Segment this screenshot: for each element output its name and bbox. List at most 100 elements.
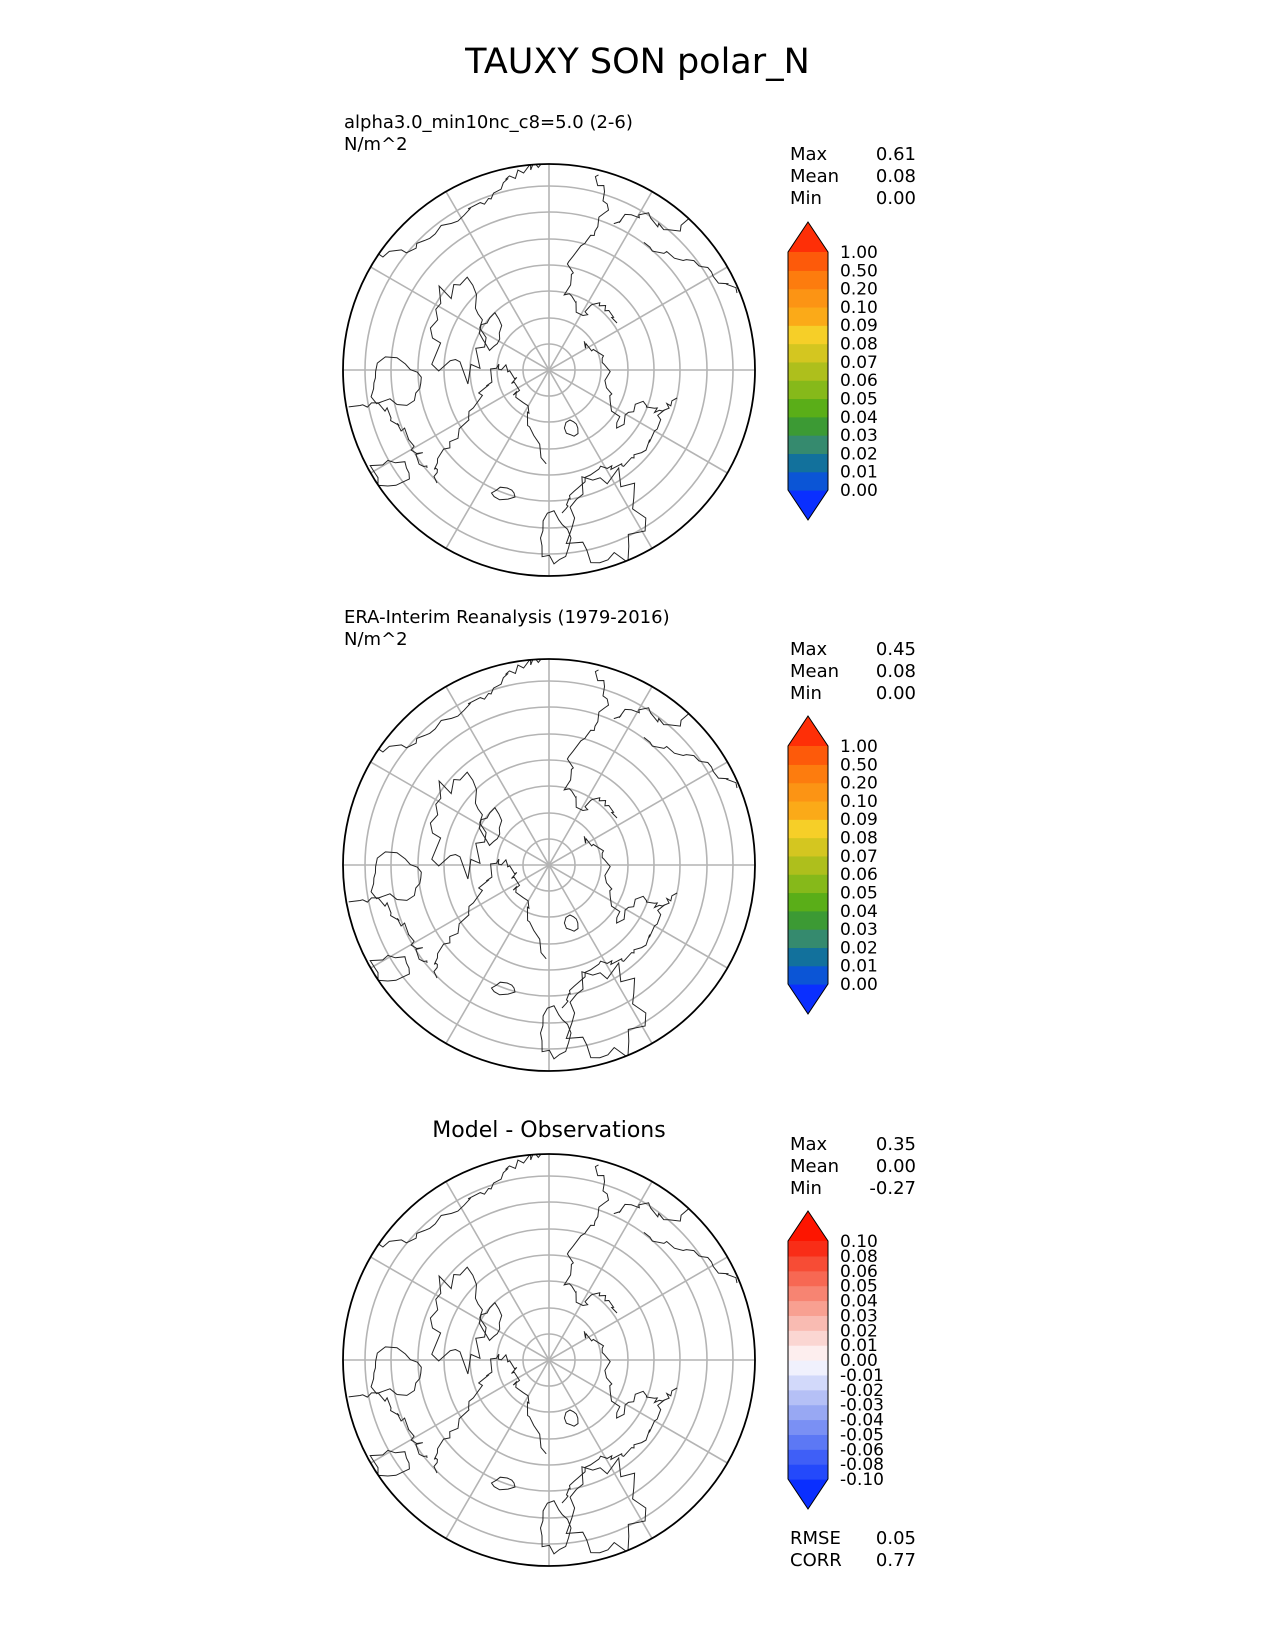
colorbar-tick-label: 0.07 xyxy=(840,353,878,373)
panel-1-colorbar: 0.000.010.020.030.040.050.060.070.080.09… xyxy=(787,221,878,521)
colorbar-outline xyxy=(787,715,829,1015)
panel-3-stat-value-mean: 0.00 xyxy=(875,1156,916,1177)
colorbar-tick-label: -0.03 xyxy=(840,1396,884,1416)
coastline-5 xyxy=(583,341,678,429)
colorbar-tick-label: 0.09 xyxy=(840,316,878,336)
colorbar-tick-label: 1.00 xyxy=(840,243,878,263)
coastline-8 xyxy=(539,1500,572,1555)
colorbar-segment-4 xyxy=(788,1419,828,1435)
map-boundary xyxy=(342,658,756,1072)
panel-1-stat-value-max: 0.61 xyxy=(875,144,916,165)
coastline-16 xyxy=(369,459,410,487)
panel-3-metric-value-corr: 0.77 xyxy=(875,1550,916,1571)
panel-2-colorbar: 0.000.010.020.030.040.050.060.070.080.09… xyxy=(787,715,878,1015)
colorbar-tick-label: 0.02 xyxy=(840,938,878,958)
coastline-7 xyxy=(565,961,647,1059)
colorbar-tick-label: 0.20 xyxy=(840,280,878,300)
coastline-6 xyxy=(561,409,666,514)
colorbar-tick-label: -0.10 xyxy=(840,1470,884,1490)
colorbar-segment-1 xyxy=(788,1464,828,1480)
coastline-2 xyxy=(563,1164,618,1314)
coastline-3 xyxy=(613,1183,723,1222)
colorbar-tick-label: 0.08 xyxy=(840,829,878,849)
colorbar-segment-13 xyxy=(788,1285,828,1302)
coastline-8 xyxy=(539,510,572,565)
panel-1-stat-label-min: Min xyxy=(790,188,822,209)
colorbar-segment-11 xyxy=(788,288,828,308)
meridian-line-6 xyxy=(438,1169,660,1551)
panel-1-stat-label-max: Max xyxy=(790,144,828,165)
colorbar-segment-5 xyxy=(788,398,828,418)
panel-3-polar-map xyxy=(342,1153,756,1567)
colorbar-tick-label: 0.07 xyxy=(840,847,878,867)
colorbar-segment-7 xyxy=(788,361,828,381)
meridian-line-6 xyxy=(438,674,660,1056)
coastline-15 xyxy=(563,914,579,932)
colorbar-segment-3 xyxy=(788,929,828,948)
coastline-8 xyxy=(539,1005,572,1060)
coastline-12 xyxy=(370,356,422,406)
figure-title: TAUXY SON polar_N xyxy=(465,42,810,82)
colorbar-tick-label: -0.04 xyxy=(840,1411,884,1431)
colorbar-segment-16 xyxy=(788,1241,828,1257)
colorbar-tick-label: 0.04 xyxy=(840,408,878,428)
coastline-9 xyxy=(433,1353,547,1474)
colorbar-tick-label: 0.03 xyxy=(840,426,878,446)
coastline-4 xyxy=(643,737,738,789)
colorbar-tick-label: 0.00 xyxy=(840,975,878,995)
colorbar-tick-label: 0.09 xyxy=(840,810,878,830)
colorbar-segment-11 xyxy=(788,1315,828,1331)
coastline-6 xyxy=(561,1399,666,1504)
colorbar-tick-label: 0.06 xyxy=(840,865,878,885)
colorbar-tick-label: -0.08 xyxy=(840,1455,884,1475)
colorbar-segment-14 xyxy=(788,1270,828,1287)
colorbar-tick-label: 0.02 xyxy=(840,444,878,464)
colorbar-segment-12 xyxy=(788,270,828,290)
panel-1-stat-value-mean: 0.08 xyxy=(875,166,916,187)
coastline-11 xyxy=(478,1301,503,1342)
colorbar-tick-label: 0.50 xyxy=(840,261,878,281)
panel-2-stat-label-mean: Mean xyxy=(790,661,840,682)
coastline-13 xyxy=(348,1392,428,1459)
coastline-1 xyxy=(372,659,543,757)
coastline-14 xyxy=(490,486,516,501)
colorbar-segment-6 xyxy=(788,1389,828,1406)
coastline-10 xyxy=(429,276,487,385)
colorbar-outline xyxy=(787,1210,829,1510)
graticule xyxy=(343,1154,755,1566)
panel-3-stat-value-min: -0.27 xyxy=(869,1178,916,1199)
colorbar-tick-label: 0.05 xyxy=(840,883,878,903)
panel-3-stat-label-max: Max xyxy=(790,1134,828,1155)
colorbar-tick-label: 0.01 xyxy=(840,1336,878,1356)
graticule xyxy=(343,659,755,1071)
colorbar-tick-label: -0.05 xyxy=(840,1425,884,1445)
colorbar-extend-max xyxy=(788,1211,828,1241)
panel-2-stat-value-mean: 0.08 xyxy=(875,661,916,682)
panel-2-stat-value-min: 0.00 xyxy=(875,683,916,704)
coastline-11 xyxy=(478,311,503,352)
colorbar-segment-10 xyxy=(788,1330,828,1346)
panel-3-metric-value-rmse: 0.05 xyxy=(875,1528,916,1549)
colorbar-extend-max xyxy=(788,222,828,252)
colorbar-tick-label: 0.05 xyxy=(840,389,878,409)
coastline-16 xyxy=(369,1449,410,1477)
colorbar-segment-2 xyxy=(788,1449,828,1465)
panel-1-polar-map xyxy=(342,163,756,577)
coastline-6 xyxy=(561,904,666,1009)
colorbar-segment-9 xyxy=(788,819,828,839)
panel-3-metric-label-corr: CORR xyxy=(790,1550,842,1571)
panel-2-stat-label-min: Min xyxy=(790,683,822,704)
colorbar-segment-9 xyxy=(788,1345,828,1361)
colorbar-segment-3 xyxy=(788,1434,828,1450)
colorbar-tick-label: 0.01 xyxy=(840,957,878,977)
colorbar-tick-label: 0.00 xyxy=(840,481,878,501)
coastline-2 xyxy=(563,669,618,819)
colorbar-extend-min xyxy=(788,984,828,1014)
colorbar-segment-5 xyxy=(788,892,828,912)
colorbar-segment-8 xyxy=(788,1360,828,1376)
colorbar-segment-11 xyxy=(788,782,828,802)
panel-1-stat-value-min: 0.00 xyxy=(875,188,916,209)
colorbar-tick-label: 0.10 xyxy=(840,792,878,812)
meridian-line-6 xyxy=(438,179,660,561)
colorbar-segment-7 xyxy=(788,855,828,875)
